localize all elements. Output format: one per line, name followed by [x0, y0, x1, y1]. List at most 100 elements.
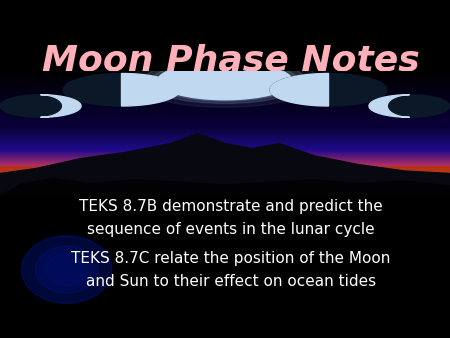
- Circle shape: [0, 95, 81, 117]
- Bar: [0, 148, 450, 149]
- Bar: [0, 114, 450, 115]
- Bar: [0, 94, 450, 95]
- Bar: [0, 176, 450, 177]
- Bar: [0, 132, 450, 133]
- Bar: [0, 191, 450, 192]
- Bar: [0, 80, 450, 81]
- Bar: [0, 147, 450, 148]
- Bar: [0, 108, 450, 109]
- Circle shape: [369, 95, 450, 117]
- Bar: [0, 154, 450, 155]
- Bar: [0, 168, 450, 169]
- Bar: [0, 71, 450, 72]
- Bar: [0, 76, 450, 77]
- Bar: [0, 140, 450, 141]
- Bar: [0, 160, 450, 161]
- Bar: [0, 123, 450, 124]
- Bar: [0, 128, 450, 129]
- Bar: [0, 172, 450, 173]
- Bar: [0, 111, 450, 112]
- Bar: [0, 110, 450, 111]
- Bar: [0, 118, 450, 119]
- Bar: [0, 143, 450, 144]
- Bar: [0, 106, 450, 107]
- Bar: [0, 137, 450, 138]
- Bar: [0, 153, 450, 154]
- Bar: [0, 120, 450, 121]
- Bar: [0, 101, 450, 102]
- Circle shape: [270, 73, 387, 106]
- Bar: [0, 150, 450, 151]
- Bar: [0, 174, 450, 175]
- Circle shape: [144, 58, 306, 103]
- Bar: [0, 122, 450, 123]
- Bar: [0, 187, 450, 188]
- Bar: [0, 109, 450, 110]
- Bar: [0, 121, 450, 122]
- Bar: [0, 136, 450, 137]
- Bar: [0, 146, 450, 147]
- Bar: [0, 107, 450, 108]
- Bar: [0, 115, 450, 116]
- Circle shape: [46, 254, 88, 285]
- Bar: [0, 195, 450, 196]
- Bar: [0, 72, 450, 73]
- Bar: [0, 88, 450, 89]
- Bar: [0, 116, 450, 117]
- Bar: [0, 183, 450, 184]
- Bar: [0, 178, 450, 179]
- Bar: [0, 179, 450, 180]
- Circle shape: [130, 55, 320, 107]
- Bar: [0, 170, 450, 171]
- Polygon shape: [0, 178, 450, 196]
- Bar: [0, 82, 450, 83]
- Bar: [0, 165, 450, 166]
- Bar: [0, 103, 450, 104]
- Polygon shape: [122, 73, 180, 106]
- Bar: [0, 90, 450, 91]
- Bar: [0, 169, 450, 170]
- Bar: [0, 74, 450, 75]
- Bar: [0, 113, 450, 114]
- Bar: [0, 157, 450, 158]
- Bar: [0, 125, 450, 126]
- Bar: [0, 181, 450, 182]
- Bar: [0, 151, 450, 152]
- Bar: [0, 177, 450, 178]
- Polygon shape: [0, 134, 450, 196]
- Bar: [0, 156, 450, 157]
- Bar: [0, 138, 450, 139]
- Bar: [0, 73, 450, 74]
- Bar: [0, 84, 450, 85]
- Bar: [0, 100, 450, 101]
- Bar: [0, 104, 450, 105]
- Bar: [0, 149, 450, 150]
- Bar: [0, 164, 450, 165]
- Polygon shape: [270, 73, 328, 106]
- Polygon shape: [369, 95, 410, 117]
- Bar: [0, 166, 450, 167]
- Bar: [0, 127, 450, 128]
- Bar: [0, 129, 450, 130]
- Bar: [0, 194, 450, 195]
- Bar: [0, 141, 450, 142]
- Circle shape: [22, 236, 112, 304]
- Circle shape: [35, 246, 98, 293]
- Text: Moon Phase Notes: Moon Phase Notes: [42, 43, 419, 77]
- Bar: [0, 162, 450, 163]
- Bar: [0, 175, 450, 176]
- Bar: [0, 95, 450, 96]
- Bar: [0, 130, 450, 131]
- Bar: [0, 188, 450, 189]
- Bar: [0, 124, 450, 125]
- Polygon shape: [40, 95, 81, 117]
- Bar: [0, 159, 450, 160]
- Bar: [0, 161, 450, 162]
- Bar: [0, 78, 450, 79]
- Bar: [0, 119, 450, 120]
- Bar: [0, 93, 450, 94]
- Bar: [0, 81, 450, 82]
- Bar: [0, 99, 450, 100]
- Bar: [0, 192, 450, 193]
- Bar: [0, 97, 450, 98]
